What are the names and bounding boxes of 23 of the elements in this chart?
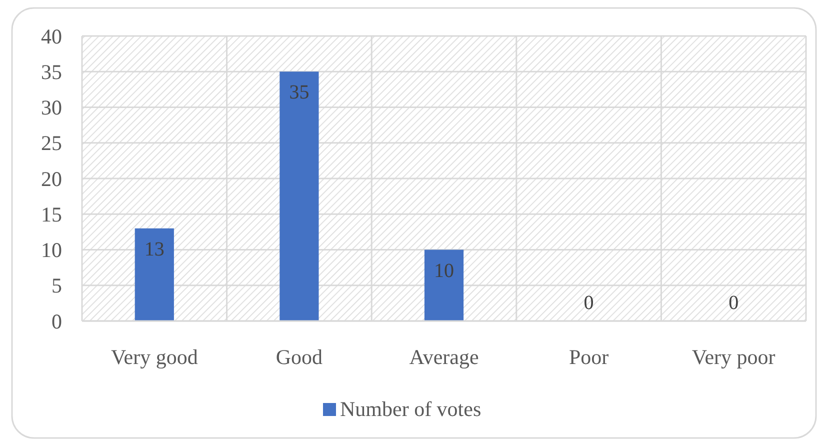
y-tick-label: 0 bbox=[52, 309, 62, 334]
data-label: 35 bbox=[289, 82, 310, 104]
x-tick-label: Good bbox=[276, 345, 324, 369]
y-tick-label: 5 bbox=[52, 274, 62, 298]
x-tick-label: Very poor bbox=[692, 345, 776, 369]
y-tick-label: 30 bbox=[41, 96, 62, 120]
data-label: 13 bbox=[144, 238, 164, 260]
y-tick-label: 15 bbox=[41, 202, 62, 226]
y-tick-label: 25 bbox=[41, 131, 62, 156]
x-tick-label: Average bbox=[409, 345, 479, 369]
bar bbox=[280, 72, 319, 321]
data-label: 0 bbox=[728, 292, 739, 314]
x-tick-label: Poor bbox=[568, 345, 609, 369]
bar bbox=[134, 228, 174, 321]
y-tick-label: 35 bbox=[41, 60, 62, 84]
data-label: 10 bbox=[434, 260, 454, 282]
y-tick-label: 20 bbox=[41, 166, 62, 191]
data-label: 0 bbox=[584, 292, 594, 314]
x-tick-label: Very good bbox=[110, 345, 198, 369]
y-tick-label: 40 bbox=[41, 24, 62, 48]
y-tick-label: 10 bbox=[41, 238, 62, 262]
legend-label: Number of votes bbox=[340, 397, 482, 421]
bar bbox=[424, 250, 464, 321]
